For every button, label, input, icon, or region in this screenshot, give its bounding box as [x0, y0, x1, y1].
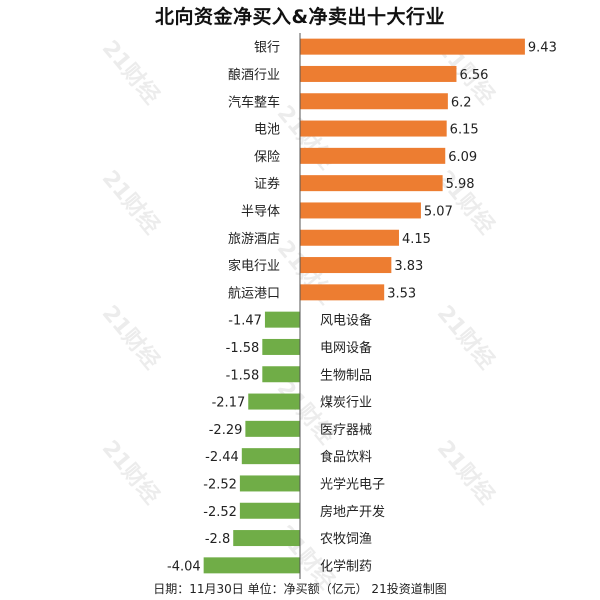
value-label: 4.15 — [402, 232, 431, 247]
value-label: -4.04 — [167, 559, 201, 574]
category-label: 农牧饲渔 — [320, 532, 372, 547]
bar-16 — [241, 448, 300, 465]
value-label: -2.44 — [205, 450, 239, 465]
category-label: 旅游酒店 — [228, 232, 280, 247]
category-label: 电网设备 — [320, 340, 372, 356]
category-label: 风电设备 — [320, 313, 372, 329]
bar-9 — [300, 257, 392, 274]
category-label: 生物制品 — [320, 368, 372, 383]
value-label: -1.58 — [226, 341, 260, 356]
bar-11 — [264, 311, 300, 328]
category-label: 化学制药 — [320, 558, 372, 574]
bar-6 — [300, 175, 443, 192]
bar-13 — [262, 366, 300, 383]
value-label: 5.07 — [424, 204, 453, 219]
value-label: -2.52 — [203, 505, 237, 520]
bar-4 — [300, 120, 447, 137]
category-label: 煤炭行业 — [320, 396, 372, 411]
bar-5 — [300, 147, 446, 164]
value-label: 6.15 — [450, 123, 479, 138]
bar-15 — [245, 420, 300, 437]
category-label: 汽车整车 — [228, 94, 280, 110]
value-label: -2.52 — [203, 477, 237, 492]
category-label: 食品饮料 — [320, 449, 372, 465]
value-label: 3.83 — [394, 259, 423, 274]
bar-2 — [300, 65, 457, 82]
bar-19 — [233, 530, 300, 547]
bar-8 — [300, 229, 399, 246]
bar-20 — [203, 557, 300, 574]
category-label: 酿酒行业 — [228, 67, 280, 83]
value-label: 9.43 — [528, 41, 557, 56]
value-label: 6.09 — [448, 150, 477, 165]
value-label: 6.56 — [459, 68, 488, 83]
bar-18 — [239, 502, 300, 519]
value-label: -2.17 — [212, 396, 246, 411]
value-label: -1.58 — [226, 368, 260, 383]
category-label: 房地产开发 — [320, 504, 385, 520]
category-label: 家电行业 — [228, 258, 280, 274]
bar-10 — [300, 284, 385, 301]
category-label: 半导体 — [241, 204, 280, 219]
category-label: 电池 — [254, 123, 280, 138]
category-label: 证券 — [254, 176, 280, 192]
chart-footer: 日期：11月30日 单位：净买额（亿元） 21投资道制图 — [153, 582, 447, 596]
value-label: -2.8 — [205, 532, 230, 547]
bar-7 — [300, 202, 421, 219]
value-label: -2.29 — [209, 423, 243, 438]
category-label: 航运港口 — [228, 285, 280, 301]
value-label: 6.2 — [451, 95, 472, 110]
value-label: -1.47 — [228, 314, 262, 329]
bar-12 — [262, 338, 300, 355]
bar-1 — [300, 38, 525, 55]
bar-14 — [248, 393, 300, 410]
category-label: 医疗器械 — [320, 423, 372, 438]
bar-17 — [239, 475, 300, 492]
value-label: 3.53 — [387, 286, 416, 301]
value-label: 5.98 — [446, 177, 475, 192]
category-label: 光学光电子 — [320, 476, 385, 492]
category-label: 银行 — [254, 41, 280, 56]
bar-3 — [300, 93, 448, 110]
chart-title: 北向资金净买入&净卖出十大行业 — [154, 6, 446, 28]
category-label: 保险 — [254, 150, 280, 165]
bar-chart: 银行 9.43 酿酒行业 6.56 汽车整车 6.2 电池 6.15 保险 6.09 证券 5.98 半… — [167, 33, 557, 579]
